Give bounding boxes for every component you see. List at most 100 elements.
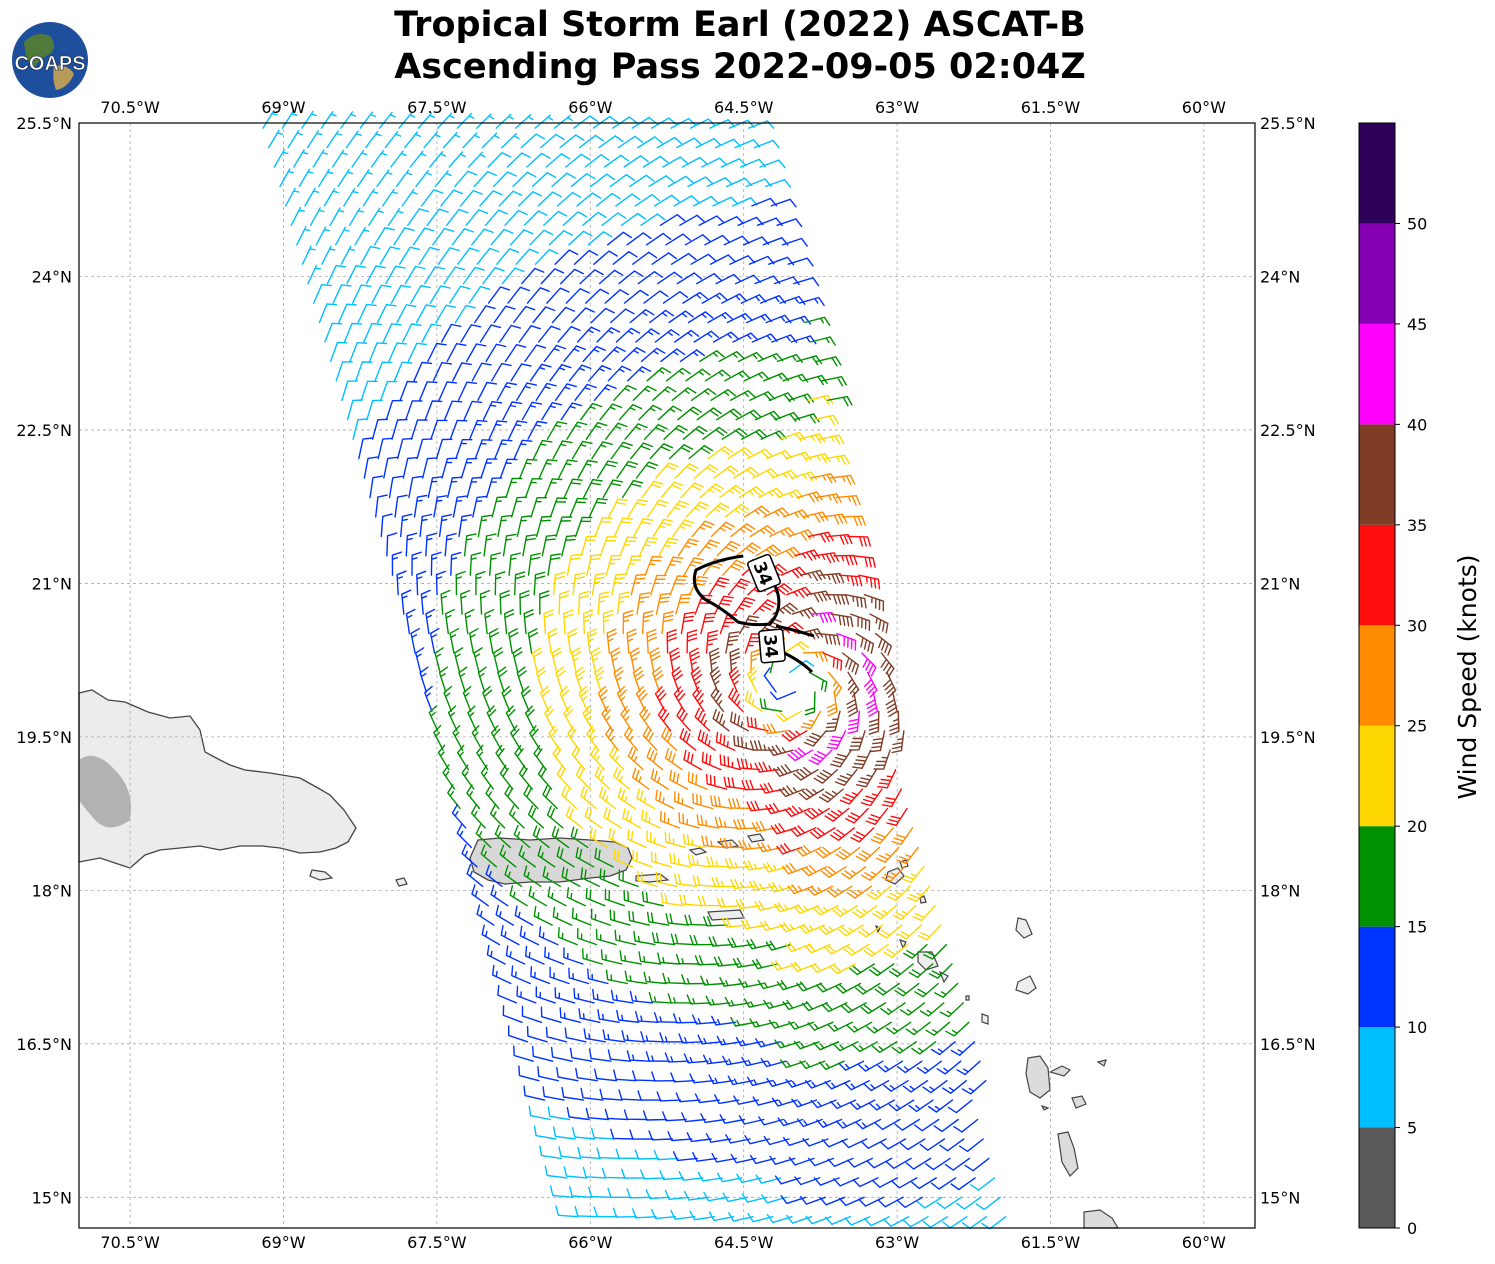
wind-barb xyxy=(596,1147,621,1160)
wind-barb xyxy=(830,827,855,841)
wind-barb xyxy=(747,666,758,693)
wind-barb xyxy=(301,110,317,129)
wind-barb xyxy=(444,532,457,557)
wind-barb xyxy=(711,1015,737,1026)
wind-barb xyxy=(525,945,545,965)
wind-barb xyxy=(748,120,775,129)
wind-barb xyxy=(424,266,446,285)
wind-barb xyxy=(516,666,527,693)
wind-barb xyxy=(595,928,617,946)
wind-barb xyxy=(610,1128,635,1140)
wind-barb xyxy=(902,1080,929,1093)
wind-barb xyxy=(805,1215,832,1225)
wind-barb xyxy=(770,823,797,835)
wind-barb xyxy=(549,1185,574,1198)
wind-barb xyxy=(383,456,398,479)
wind-barb xyxy=(826,885,853,898)
wind-barb xyxy=(560,268,584,285)
wind-barb xyxy=(528,885,548,907)
wind-barb xyxy=(504,209,528,226)
wind-barb xyxy=(956,1196,982,1210)
wind-barb xyxy=(537,765,553,790)
wind-barb xyxy=(544,478,563,499)
wind-barb xyxy=(645,1051,670,1062)
wind-barb xyxy=(945,1021,970,1037)
wind-barb xyxy=(783,1137,810,1146)
wind-barb xyxy=(402,323,422,343)
wind-barb xyxy=(607,1187,632,1198)
wind-barb xyxy=(673,1013,698,1024)
wind-barb xyxy=(870,730,886,753)
wind-barb xyxy=(857,1060,884,1072)
wind-barb xyxy=(706,177,733,188)
wind-barb xyxy=(301,245,316,265)
wind-barb xyxy=(788,393,815,404)
wind-barb xyxy=(419,513,433,538)
wind-barb xyxy=(709,647,720,674)
wind-barb xyxy=(462,266,485,285)
wind-barb xyxy=(535,986,556,1004)
wind-barb xyxy=(598,786,617,810)
wind-barb xyxy=(555,666,566,693)
wind-barb xyxy=(541,402,563,421)
wind-barb xyxy=(694,464,719,479)
wind-barb xyxy=(710,388,736,401)
wind-barb xyxy=(605,969,628,985)
wind-barb xyxy=(492,964,512,985)
wind-barb xyxy=(687,854,711,868)
wind-barb xyxy=(671,666,683,693)
wind-barb xyxy=(536,666,547,693)
wind-barb xyxy=(702,426,728,440)
wind-barb xyxy=(834,768,858,786)
wind-barb xyxy=(912,905,936,922)
wind-barb xyxy=(718,351,745,363)
wind-barb xyxy=(546,421,568,440)
wind-barb xyxy=(491,496,508,518)
wind-barb xyxy=(561,866,581,887)
wind-barb xyxy=(593,1206,618,1218)
wind-barb xyxy=(861,866,886,881)
wind-barb xyxy=(518,764,533,790)
wind-barb xyxy=(763,667,777,693)
wind-barb xyxy=(473,647,483,674)
wind-barb xyxy=(767,744,794,757)
wind-barb xyxy=(529,363,552,382)
wind-barb xyxy=(407,342,427,363)
wind-barb xyxy=(489,552,502,576)
wind-barb xyxy=(618,270,644,285)
wind-barb xyxy=(502,533,517,557)
wind-barb xyxy=(596,327,621,343)
wind-barb xyxy=(691,520,715,538)
wind-barb xyxy=(559,685,570,712)
wind-barb xyxy=(807,885,833,896)
wind-barb xyxy=(565,153,590,168)
lon-tick-label-bottom-5: 63°W xyxy=(875,1233,919,1252)
wind-barb xyxy=(511,496,528,518)
wind-barb xyxy=(871,1041,898,1053)
wind-barb xyxy=(452,725,464,751)
wind-barb xyxy=(686,629,698,654)
wind-barb xyxy=(936,1060,962,1075)
wind-barb xyxy=(746,448,773,460)
wind-barb xyxy=(556,846,575,868)
wind-barb xyxy=(552,1126,576,1140)
wind-barb xyxy=(570,826,589,849)
wind-barb xyxy=(561,1086,585,1101)
wind-barb xyxy=(629,990,654,1004)
wind-barb xyxy=(518,325,541,343)
wind-barb xyxy=(852,1177,879,1188)
wind-barb xyxy=(835,1118,862,1129)
wind-barb xyxy=(617,787,636,810)
wind-barb xyxy=(645,1189,671,1200)
wind-barb xyxy=(570,647,582,674)
wind-barb xyxy=(602,1029,626,1043)
wind-barb xyxy=(396,304,417,324)
wind-barb xyxy=(337,168,354,188)
wind-barb xyxy=(281,110,298,129)
wind-barb xyxy=(524,478,543,499)
wind-barb xyxy=(863,1216,890,1227)
wind-barb xyxy=(318,168,334,188)
wind-barb xyxy=(421,323,442,343)
lat-tick-label-right-4: 19.5°N xyxy=(1260,728,1316,747)
wind-barb xyxy=(824,710,841,733)
